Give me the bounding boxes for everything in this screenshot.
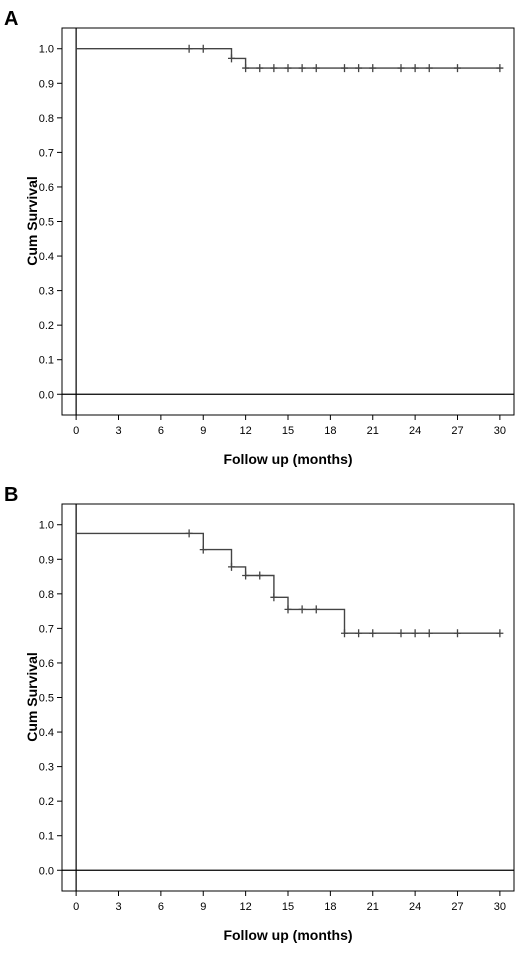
y-tick-label: 0.0 (39, 389, 54, 401)
y-tick-label: 0.5 (39, 217, 54, 229)
censor-mark (199, 44, 207, 53)
x-tick-label: 27 (451, 425, 463, 437)
censor-mark (312, 64, 320, 73)
censor-mark (496, 64, 504, 73)
censor-mark (496, 629, 504, 638)
y-tick-label: 0.9 (39, 554, 54, 566)
censor-mark (228, 562, 235, 571)
panel-b: B 0.0 0.1 0.2 0.3 0.4 0.5 0.6 0.7 0.8 0.9 1.0 0 3 6 9 1… (0, 476, 520, 951)
y-tick-label: 0.6 (39, 658, 54, 670)
y-tick-label: 0.3 (39, 762, 54, 774)
axis-ticks: 0.0 0.1 0.2 0.3 0.4 0.5 0.6 0.7 0.8 0.9 1.0 0 3 6 9 12 1… (39, 520, 506, 913)
censor-mark (341, 64, 348, 73)
x-tick-label: 9 (200, 425, 206, 437)
censor-mark (270, 593, 278, 602)
x-tick-label: 3 (115, 901, 121, 913)
x-tick-label: 0 (73, 901, 79, 913)
censor-mark (425, 64, 433, 73)
y-tick-label: 0.5 (39, 693, 54, 705)
censor-mark (425, 629, 433, 638)
y-axis-label: Cum Survival (24, 176, 40, 265)
x-tick-label: 12 (240, 901, 252, 913)
censor-mark (185, 529, 193, 538)
x-tick-label: 6 (158, 901, 164, 913)
censor-mark (298, 64, 306, 73)
x-tick-label: 30 (494, 901, 506, 913)
y-tick-label: 0.1 (39, 831, 54, 843)
x-tick-label: 15 (282, 901, 294, 913)
censor-mark (242, 571, 250, 580)
censor-mark (454, 629, 461, 638)
censor-mark (312, 605, 320, 614)
survival-chart-a: A 0.0 0.1 0.2 0.3 0.4 0.5 0.6 0.7 0.8 0.9 1.0 0 3 6 9 1… (4, 8, 515, 467)
survival-curve (76, 532, 500, 634)
y-tick-label: 0.3 (39, 286, 54, 298)
x-tick-label: 21 (367, 901, 379, 913)
x-tick-label: 27 (451, 901, 463, 913)
x-tick-label: 18 (324, 425, 336, 437)
y-tick-label: 0.0 (39, 865, 54, 877)
x-tick-label: 24 (409, 901, 421, 913)
x-tick-label: 0 (73, 425, 79, 437)
censor-mark (355, 64, 363, 73)
y-tick-label: 0.8 (39, 589, 54, 601)
x-tick-label: 12 (240, 425, 252, 437)
panel-label: B (4, 484, 18, 506)
censor-mark (355, 629, 363, 638)
censor-mark (369, 629, 377, 638)
panel-label: A (4, 8, 18, 30)
censor-mark (454, 64, 461, 73)
y-tick-label: 0.4 (39, 251, 54, 263)
censor-mark (284, 605, 292, 614)
censor-mark (369, 64, 377, 73)
zero-reference-lines (62, 504, 514, 891)
censor-marks (185, 44, 504, 73)
plot-frame (61, 27, 515, 416)
censor-mark (397, 64, 405, 73)
censor-mark (270, 64, 278, 73)
censor-mark (397, 629, 405, 638)
y-tick-label: 0.7 (39, 147, 54, 159)
panel-a: A 0.0 0.1 0.2 0.3 0.4 0.5 0.6 0.7 0.8 0.9 1.0 0 3 6 9 1… (0, 0, 520, 475)
y-tick-label: 1.0 (39, 520, 54, 532)
x-tick-label: 3 (115, 425, 121, 437)
x-tick-label: 21 (367, 425, 379, 437)
y-tick-label: 0.1 (39, 355, 54, 367)
censor-mark (341, 629, 348, 638)
y-tick-label: 0.4 (39, 727, 54, 739)
x-tick-label: 15 (282, 425, 294, 437)
censor-marks (185, 529, 504, 638)
survival-chart-b: B 0.0 0.1 0.2 0.3 0.4 0.5 0.6 0.7 0.8 0.9 1.0 0 3 6 9 1… (4, 484, 515, 943)
censor-mark (185, 44, 193, 53)
y-axis-label: Cum Survival (24, 652, 40, 741)
censor-mark (199, 545, 207, 554)
y-tick-label: 0.9 (39, 78, 54, 90)
censor-mark (242, 64, 250, 73)
censor-mark (411, 629, 419, 638)
x-tick-label: 30 (494, 425, 506, 437)
censor-mark (256, 571, 264, 580)
x-tick-label: 6 (158, 425, 164, 437)
y-tick-label: 1.0 (39, 44, 54, 56)
y-tick-label: 0.2 (39, 320, 54, 332)
censor-mark (411, 64, 419, 73)
survival-step-line (76, 532, 500, 634)
x-axis-label: Follow up (months) (223, 927, 352, 943)
x-tick-label: 18 (324, 901, 336, 913)
x-tick-label: 24 (409, 425, 421, 437)
y-tick-label: 0.7 (39, 623, 54, 635)
x-tick-label: 9 (200, 901, 206, 913)
y-tick-label: 0.2 (39, 796, 54, 808)
y-tick-label: 0.8 (39, 113, 54, 125)
plot-frame (61, 503, 515, 892)
censor-mark (256, 64, 264, 73)
censor-mark (228, 54, 235, 63)
zero-reference-lines (62, 28, 514, 415)
censor-mark (284, 64, 292, 73)
censor-mark (298, 605, 306, 614)
x-axis-label: Follow up (months) (223, 451, 352, 467)
y-tick-label: 0.6 (39, 182, 54, 194)
axis-ticks: 0.0 0.1 0.2 0.3 0.4 0.5 0.6 0.7 0.8 0.9 1.0 0 3 6 9 12 1… (39, 44, 506, 437)
